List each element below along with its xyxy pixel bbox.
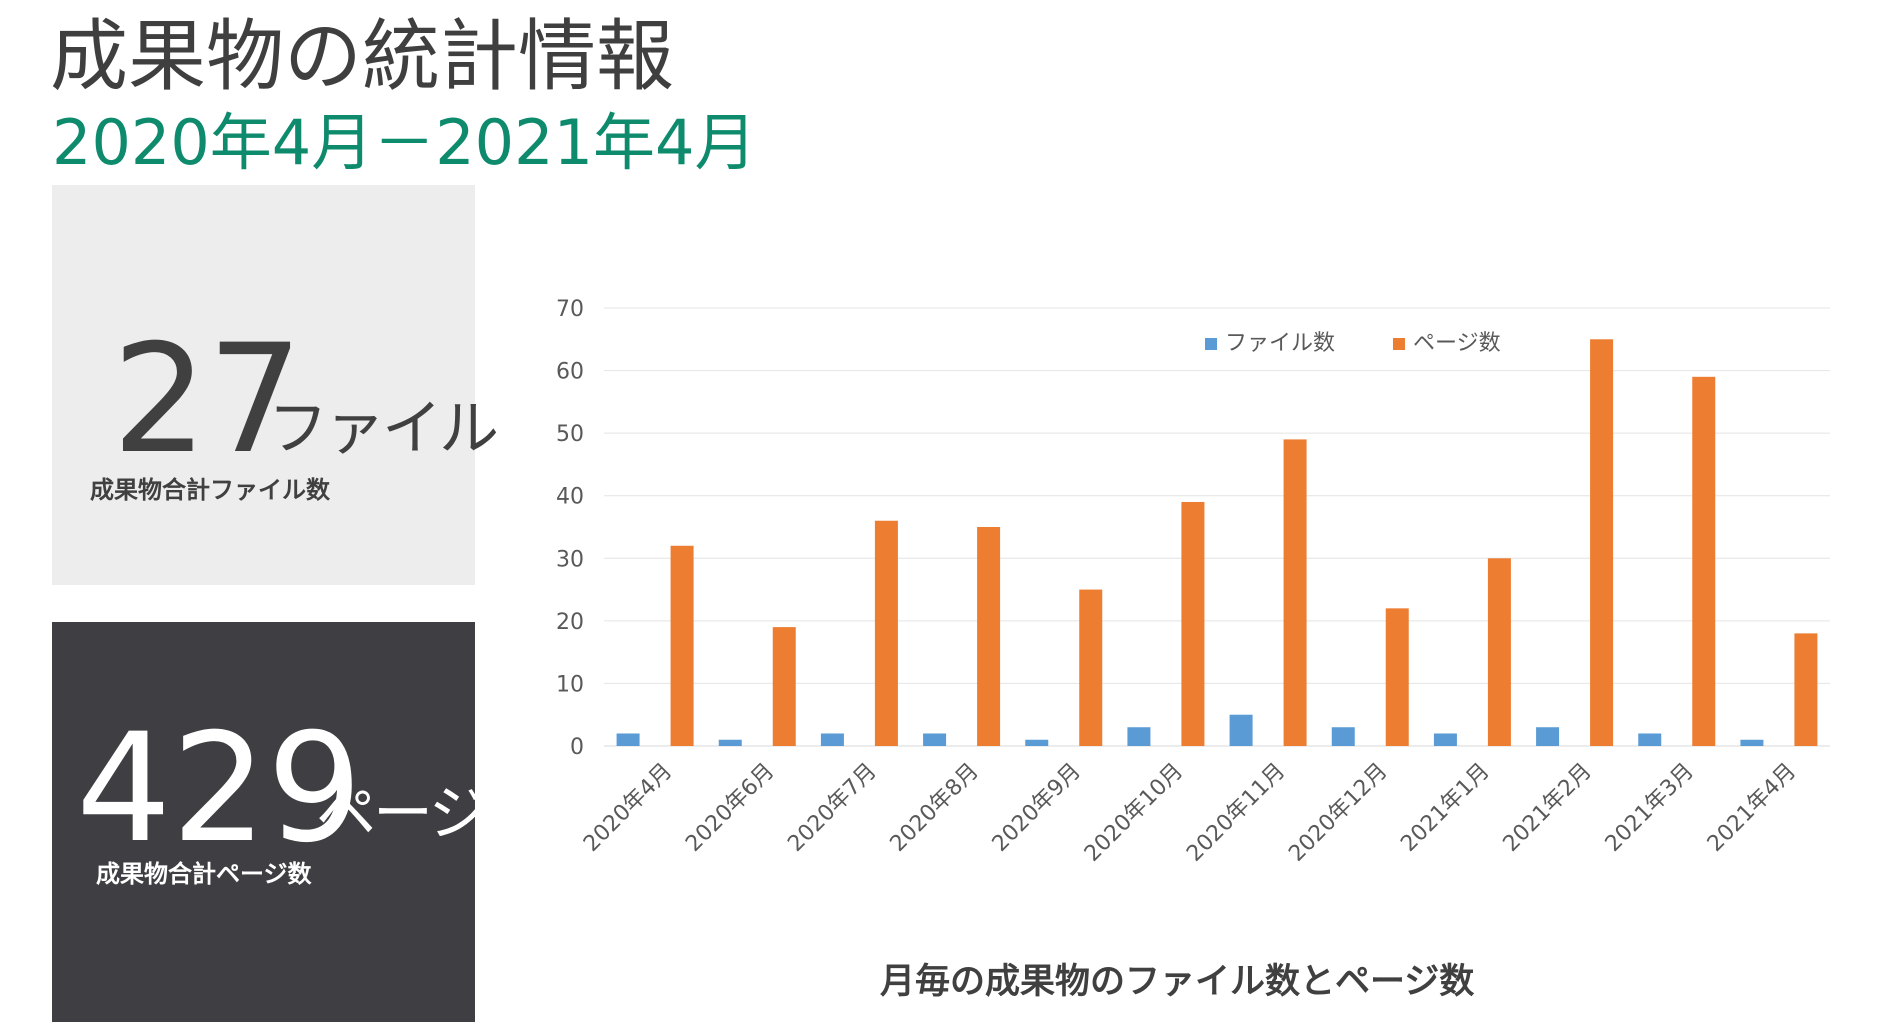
total-pages-label: 成果物合計ページ数 bbox=[96, 860, 312, 888]
y-tick-label: 70 bbox=[556, 297, 584, 322]
total-files-unit: ファイル bbox=[268, 394, 499, 464]
legend-label-pages: ページ数 bbox=[1413, 331, 1501, 356]
y-tick-label: 50 bbox=[556, 422, 584, 447]
x-tick-label: 2020年9月 bbox=[988, 759, 1086, 857]
bar-files bbox=[718, 739, 742, 746]
total-files-value: 27 bbox=[112, 313, 303, 487]
y-tick-label: 40 bbox=[556, 485, 584, 510]
y-tick-label: 30 bbox=[556, 547, 584, 572]
bar-pages bbox=[1590, 339, 1614, 746]
total-pages-unit: ページ bbox=[316, 779, 489, 849]
total-pages-value: 429 bbox=[76, 702, 363, 876]
bar-pages bbox=[977, 527, 1001, 746]
legend-swatch-pages bbox=[1393, 338, 1406, 350]
y-tick-label: 60 bbox=[556, 360, 584, 385]
legend-label-files: ファイル数 bbox=[1225, 331, 1336, 356]
bar-pages bbox=[1385, 608, 1409, 746]
bar-files bbox=[616, 733, 640, 746]
bar-pages bbox=[874, 520, 898, 746]
bar-pages bbox=[1692, 376, 1716, 746]
bar-pages bbox=[772, 627, 796, 746]
bar-files bbox=[1433, 733, 1457, 746]
bar-pages bbox=[1283, 439, 1307, 746]
x-tick-label: 2020年11月 bbox=[1182, 759, 1290, 867]
chart-title: 月毎の成果物のファイル数とページ数 bbox=[880, 962, 1475, 1002]
bar-pages bbox=[1487, 558, 1511, 746]
bar-files bbox=[1331, 727, 1355, 746]
bar-files bbox=[1638, 733, 1662, 746]
bar-files bbox=[1740, 739, 1764, 746]
x-tick-label: 2020年6月 bbox=[681, 759, 779, 857]
page-subtitle: 2020年4月－2021年4月 bbox=[52, 106, 757, 179]
total-pages-card: 429 ページ 成果物合計ページ数 bbox=[52, 622, 489, 1022]
bar-pages bbox=[1079, 589, 1103, 746]
bar-pages bbox=[670, 545, 694, 746]
monthly-deliverables-chart: 0 10 20 30 40 50 60 70 2020年4月 2020年6月 2020年7月 2020… bbox=[500, 270, 1860, 867]
bar-pages bbox=[1794, 633, 1818, 746]
legend-item-files: ファイル数 bbox=[1205, 330, 1335, 358]
legend-swatch-files bbox=[1205, 338, 1217, 350]
x-tick-label: 2021年2月 bbox=[1499, 759, 1597, 857]
page-title: 成果物の統計情報 bbox=[50, 12, 675, 102]
y-tick-label: 0 bbox=[570, 735, 584, 760]
legend-item-pages: ページ数 bbox=[1393, 330, 1501, 358]
bar-files bbox=[1127, 727, 1151, 746]
x-tick-label: 2020年12月 bbox=[1284, 759, 1392, 867]
bar-files bbox=[1229, 714, 1253, 746]
total-files-card: 27 ファイル 成果物合計ファイル数 bbox=[52, 185, 499, 585]
bar-files bbox=[1025, 739, 1049, 746]
x-tick-label: 2021年1月 bbox=[1396, 759, 1494, 857]
bar-files bbox=[923, 733, 947, 746]
x-tick-label: 2020年10月 bbox=[1080, 759, 1188, 867]
total-files-label: 成果物合計ファイル数 bbox=[90, 476, 330, 504]
x-tick-label: 2020年8月 bbox=[886, 759, 984, 857]
x-tick-label: 2020年7月 bbox=[783, 759, 881, 857]
y-tick-label: 20 bbox=[556, 610, 584, 635]
chart-legend: ファイル数 ページ数 bbox=[1205, 330, 1501, 358]
bar-files bbox=[1536, 727, 1560, 746]
bar-files bbox=[820, 733, 844, 746]
x-tick-label: 2020年4月 bbox=[579, 759, 677, 857]
x-tick-label: 2021年3月 bbox=[1601, 759, 1699, 857]
y-tick-label: 10 bbox=[556, 672, 584, 697]
bar-pages bbox=[1181, 501, 1205, 746]
x-tick-label: 2021年4月 bbox=[1703, 759, 1801, 857]
